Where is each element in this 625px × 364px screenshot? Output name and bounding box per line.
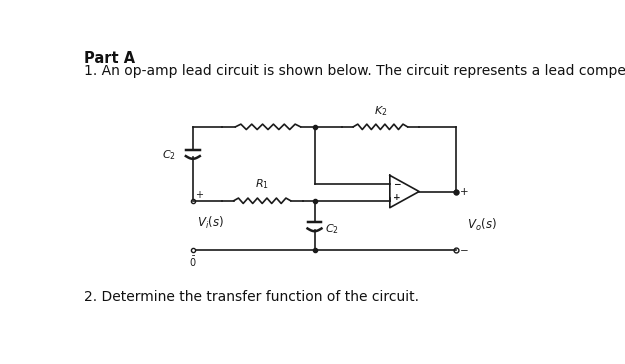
Text: $\bar{0}$: $\bar{0}$ [189, 255, 197, 269]
Text: −: − [393, 180, 401, 189]
Text: 1. An op-amp lead circuit is shown below. The circuit represents a lead compensa: 1. An op-amp lead circuit is shown below… [84, 64, 625, 79]
Text: −: − [460, 246, 469, 256]
Text: $V_o(s)$: $V_o(s)$ [467, 217, 497, 233]
Text: $C_2$: $C_2$ [324, 222, 339, 236]
Text: +: + [195, 190, 203, 200]
Text: $C_2$: $C_2$ [162, 149, 176, 162]
Text: $K_2$: $K_2$ [374, 104, 387, 118]
Text: 2. Determine the transfer function of the circuit.: 2. Determine the transfer function of th… [84, 290, 419, 304]
Text: $R_1$: $R_1$ [255, 177, 269, 191]
Text: Part A: Part A [84, 51, 136, 66]
Text: +: + [460, 186, 469, 197]
Text: +: + [393, 194, 401, 202]
Text: $V_i(s)$: $V_i(s)$ [197, 215, 224, 231]
